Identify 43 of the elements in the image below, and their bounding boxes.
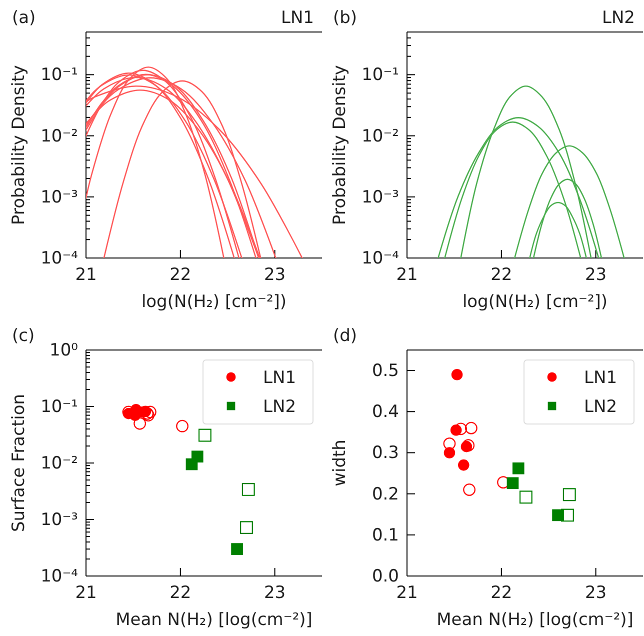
chart-subtitle: LN2: [602, 8, 635, 28]
y-tick-label: 10⁻²: [362, 126, 399, 146]
y-tick-label: 0.5: [372, 360, 399, 381]
chart-title: (d): [333, 326, 358, 346]
legend-label: LN1: [584, 368, 618, 388]
legend-label: LN1: [263, 368, 296, 388]
x-tick-label: 22: [490, 265, 512, 286]
chart-title: (c): [12, 326, 35, 346]
x-tick-label: 23: [584, 265, 607, 286]
x-tick-label: 22: [170, 583, 192, 604]
chart-subtitle: LN1: [280, 8, 314, 28]
x-axis-title: log(N(H₂) [cm⁻²]): [141, 292, 287, 312]
y-tick-label: 0.3: [372, 443, 399, 464]
x-axis-title: Mean N(H₂) [log(cm⁻²)]: [436, 610, 634, 630]
y-tick-label: 10⁻²: [40, 126, 78, 146]
x-tick-label: 23: [584, 583, 607, 604]
y-tick-label: 10⁻³: [40, 187, 78, 208]
y-tick-label: 10⁻²: [40, 453, 78, 474]
y-tick-label: 10⁻¹: [40, 65, 78, 86]
legend-label: LN2: [584, 397, 618, 417]
x-tick-label: 23: [264, 265, 286, 286]
x-axis-title: Mean N(H₂) [log(cm⁻²)]: [116, 610, 312, 630]
y-tick-label: 0.0: [372, 566, 399, 586]
y-axis-title: Probability Density: [330, 65, 350, 225]
x-tick-label: 23: [264, 583, 286, 604]
y-tick-label: 0.2: [372, 484, 399, 504]
y-axis-title: width: [330, 440, 350, 486]
y-tick-label: 0.1: [372, 525, 399, 546]
y-axis-title: Surface Fraction: [9, 394, 29, 532]
y-tick-label: 10⁻³: [362, 187, 399, 208]
x-axis-title: log(N(H₂) [cm⁻²]): [462, 292, 608, 312]
chart-title: (a): [12, 8, 36, 28]
y-axis-title: Probability Density: [9, 65, 29, 225]
legend-label: LN2: [263, 397, 296, 417]
x-tick-label: 22: [490, 583, 512, 604]
y-tick-label: 10⁻¹: [362, 65, 399, 86]
x-tick-label: 21: [396, 583, 418, 604]
y-tick-label: 0.4: [372, 402, 399, 422]
y-tick-label: 10⁰: [50, 340, 78, 360]
chart-title: (b): [333, 8, 358, 28]
y-tick-label: 10⁻³: [40, 510, 78, 530]
y-tick-label: 10⁻¹: [40, 396, 78, 417]
x-tick-label: 22: [170, 265, 192, 286]
